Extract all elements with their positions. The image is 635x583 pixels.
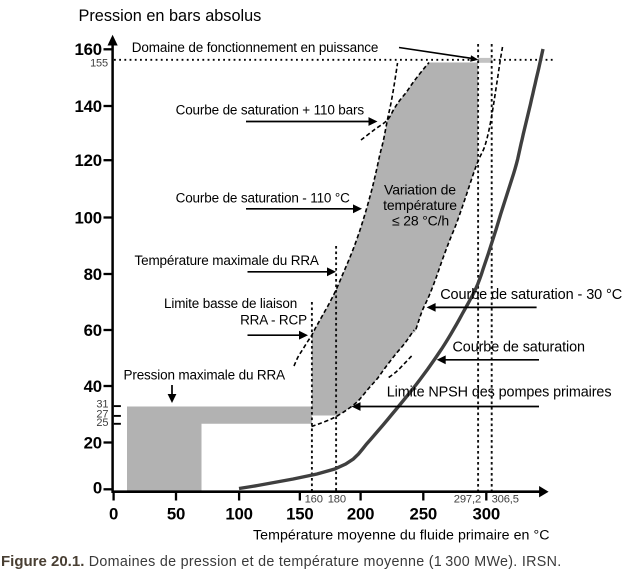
svg-text:300: 300: [473, 504, 501, 523]
svg-text:0: 0: [93, 478, 102, 497]
svg-text:Courbe de saturation - 110 °C: Courbe de saturation - 110 °C: [176, 191, 351, 206]
svg-text:Température maximale du RRA: Température maximale du RRA: [135, 253, 319, 268]
svg-text:température: température: [383, 197, 457, 213]
svg-text:180: 180: [328, 494, 346, 506]
svg-text:Température moyenne du fluide: Température moyenne du fluide primaire e…: [253, 528, 550, 544]
svg-text:Limite basse de liaison: Limite basse de liaison: [164, 296, 297, 311]
svg-text:Courbe de saturation - 30 °C: Courbe de saturation - 30 °C: [440, 287, 622, 303]
svg-text:80: 80: [84, 265, 102, 284]
svg-text:155: 155: [90, 57, 108, 69]
svg-text:40: 40: [84, 377, 102, 396]
svg-text:Figure 20.1.Domaines de pressi: Figure 20.1. Domaines de pression et de t…: [1, 553, 561, 570]
svg-text:100: 100: [225, 504, 253, 523]
svg-text:0: 0: [109, 504, 118, 523]
svg-text:Pression maximale du RRA: Pression maximale du RRA: [124, 368, 286, 383]
svg-text:100: 100: [74, 208, 102, 227]
svg-text:60: 60: [84, 321, 102, 340]
svg-text:Courbe de saturation: Courbe de saturation: [453, 340, 585, 356]
svg-text:Domaine de fonctionnement en p: Domaine de fonctionnement en puissance: [132, 40, 378, 55]
svg-text:31: 31: [96, 399, 108, 411]
svg-text:306,5: 306,5: [492, 494, 519, 506]
svg-text:140: 140: [74, 97, 102, 116]
svg-text:RRA - RCP: RRA - RCP: [240, 312, 307, 327]
svg-text:25: 25: [96, 417, 108, 429]
svg-text:150: 150: [286, 504, 314, 523]
svg-text:160: 160: [305, 494, 323, 506]
svg-text:27: 27: [96, 408, 108, 420]
svg-text:Pression en bars absolus: Pression en bars absolus: [79, 7, 262, 25]
svg-text:≤ 28 °C/h: ≤ 28 °C/h: [392, 212, 449, 228]
svg-text:20: 20: [84, 433, 102, 452]
svg-text:297,2: 297,2: [454, 494, 481, 506]
svg-text:120: 120: [74, 151, 102, 170]
svg-text:Variation de: Variation de: [384, 181, 456, 197]
svg-text:250: 250: [410, 504, 438, 523]
svg-text:50: 50: [167, 504, 185, 523]
svg-text:160: 160: [74, 40, 102, 59]
svg-text:200: 200: [347, 504, 375, 523]
svg-text:Limite NPSH des pompes primair: Limite NPSH des pompes primaires: [387, 384, 612, 400]
svg-text:Courbe de saturation + 110 bar: Courbe de saturation + 110 bars: [176, 103, 365, 118]
